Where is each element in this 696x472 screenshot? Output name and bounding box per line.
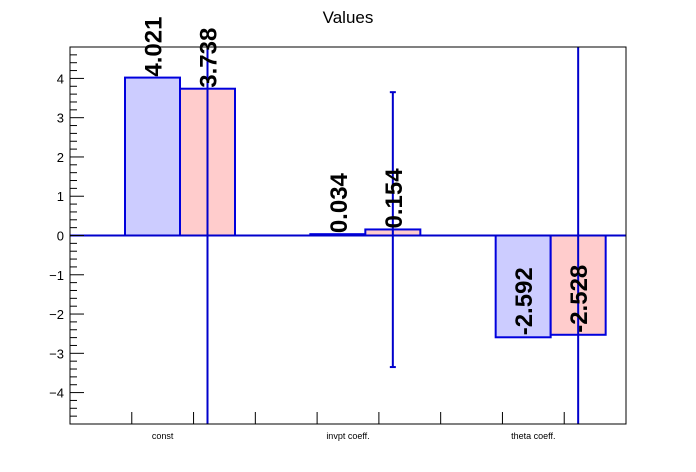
y-tick-label: −1 (49, 268, 64, 283)
data-labels-group: 4.021 0.034 -2.592 3.738 0.154 -2.528 (141, 17, 594, 336)
bar-1-const (124, 76, 181, 237)
data-label: -2.592 (511, 267, 538, 335)
x-category-label: theta coeff. (511, 431, 555, 441)
y-tick-label: −2 (49, 307, 64, 322)
data-label: 0.034 (326, 172, 353, 233)
x-category-label: const (152, 431, 174, 441)
data-label: 3.738 (196, 28, 223, 88)
y-tick-label: 4 (57, 71, 64, 86)
data-label: 0.154 (381, 168, 408, 229)
axes-group: −4 −3 −2 −1 0 1 2 3 4 const invpt coeff. theta coef… (49, 46, 627, 441)
x-category-label: invpt coeff. (326, 431, 369, 441)
y-tick-label: 0 (57, 229, 64, 244)
data-label: 4.021 (141, 17, 168, 77)
y-tick-label: −4 (49, 386, 64, 401)
y-tick-label: 3 (57, 111, 64, 126)
y-tick-label: 2 (57, 150, 64, 165)
y-tick-label: −3 (49, 346, 64, 361)
data-label: -2.528 (566, 265, 593, 333)
chart-title: Values (323, 8, 374, 27)
y-tick-label: 1 (57, 189, 64, 204)
